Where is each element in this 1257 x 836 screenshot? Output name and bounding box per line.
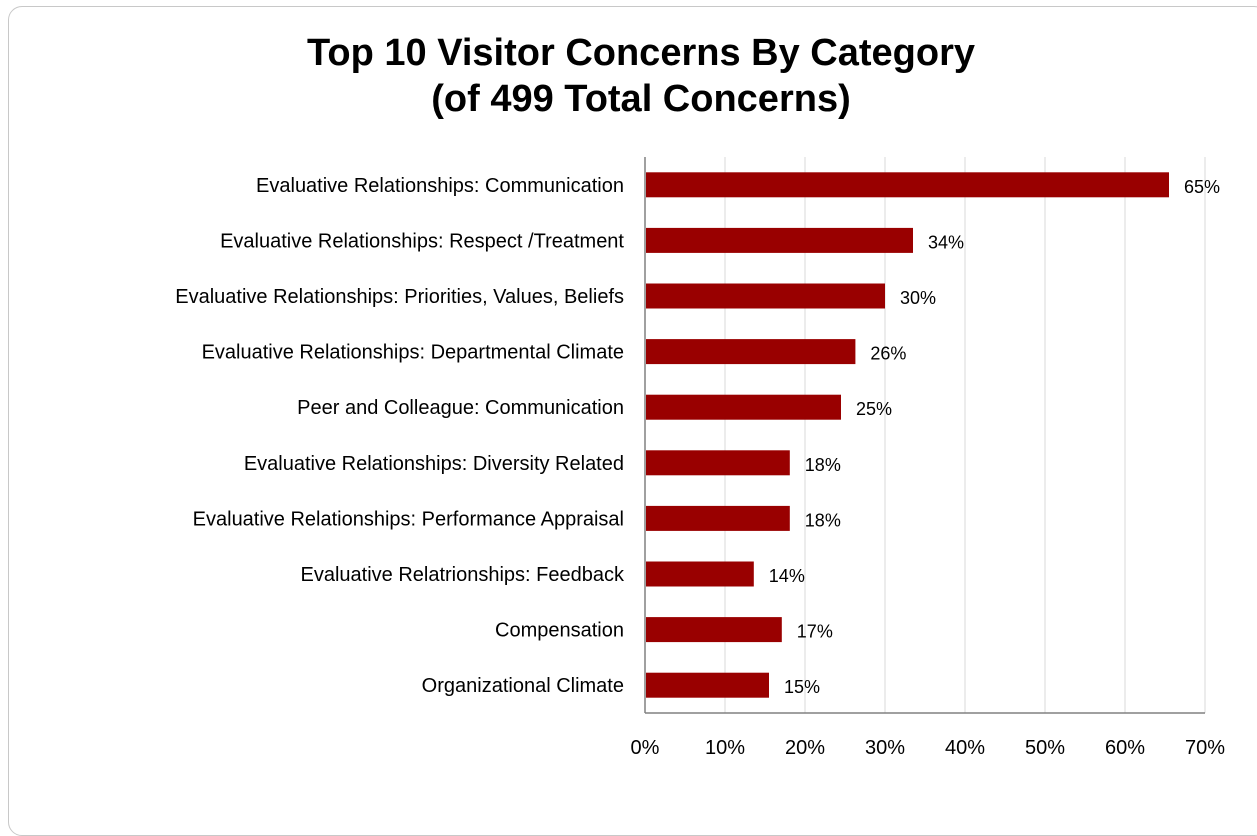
category-label: Evaluative Relationships: Departmental C… <box>202 342 624 364</box>
chart-title: Top 10 Visitor Concerns By Category (of … <box>0 30 1257 122</box>
category-label: Evaluative Relationships: Priorities, Va… <box>175 286 624 308</box>
category-label: Evaluative Relatrionships: Feedback <box>300 564 625 586</box>
bar <box>646 450 790 476</box>
category-label: Evaluative Relationships: Respect /Treat… <box>220 230 624 252</box>
x-tick-label: 60% <box>1105 737 1145 759</box>
x-tick-label: 70% <box>1185 737 1225 759</box>
data-label: 18% <box>805 455 841 475</box>
labels: 0% 10% 20% 30% 40% 50% 60% 70% Evaluative Relati… <box>175 175 1225 759</box>
bar <box>646 172 1169 198</box>
chart-title-line-2: (of 499 Total Concerns) <box>431 78 851 120</box>
data-label: 65% <box>1184 177 1220 197</box>
data-label: 14% <box>769 566 805 586</box>
x-tick-label: 10% <box>705 737 745 759</box>
chart-frame <box>8 6 1257 836</box>
data-label: 26% <box>870 344 906 364</box>
x-tick-label: 30% <box>865 737 905 759</box>
bar <box>646 227 913 253</box>
x-tick-label: 0% <box>631 737 660 759</box>
data-label: 15% <box>784 677 820 697</box>
data-label: 18% <box>805 510 841 530</box>
bar <box>646 672 769 698</box>
bar <box>646 394 841 420</box>
bar <box>646 339 856 365</box>
category-label: Peer and Colleague: Communication <box>297 397 624 419</box>
x-tick-label: 40% <box>945 737 985 759</box>
data-label: 34% <box>928 232 964 252</box>
chart-title-line-1: Top 10 Visitor Concerns By Category <box>307 32 975 74</box>
category-label: Organizational Climate <box>422 675 624 697</box>
bars <box>646 172 1169 698</box>
category-label: Evaluative Relationships: Communication <box>256 175 624 197</box>
category-label: Evaluative Relationships: Performance Ap… <box>193 508 624 530</box>
data-label: 17% <box>797 622 833 642</box>
x-tick-label: 20% <box>785 737 825 759</box>
category-label: Evaluative Relationships: Diversity Rela… <box>244 453 624 475</box>
data-label: 25% <box>856 399 892 419</box>
x-tick-label: 50% <box>1025 737 1065 759</box>
bar <box>646 505 790 531</box>
axes <box>644 157 1205 714</box>
bar <box>646 617 782 643</box>
bar <box>646 561 754 587</box>
data-label: 30% <box>900 288 936 308</box>
category-label: Compensation <box>495 620 624 642</box>
bar <box>646 283 885 309</box>
